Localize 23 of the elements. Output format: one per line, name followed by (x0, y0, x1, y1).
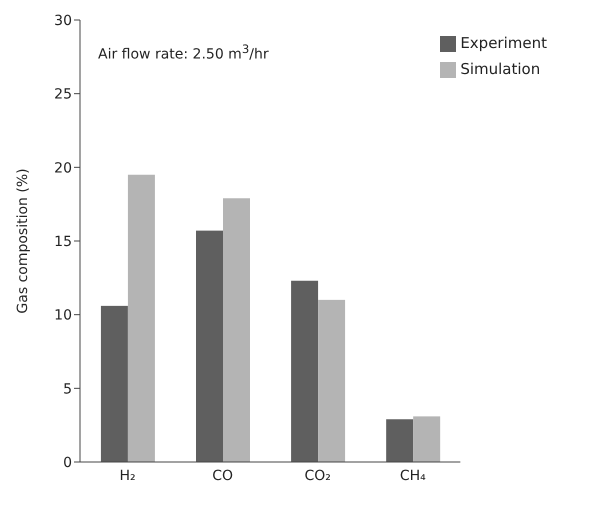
bar (413, 416, 440, 462)
bar (100, 306, 128, 462)
bar (318, 300, 346, 462)
x-tick-label: CH₄ (400, 468, 426, 484)
bar (291, 280, 318, 462)
annotation: Air flow rate: 2.50 m$^{3}$/hr (98, 42, 269, 63)
y-tick-label: 30 (54, 12, 72, 29)
y-tick-label: 10 (54, 308, 72, 324)
y-tick-label: 5 (63, 381, 72, 398)
bar (223, 198, 250, 462)
bar (128, 174, 155, 462)
x-tick-label: CO₂ (304, 468, 331, 484)
x-tick-label: CO (212, 468, 234, 484)
y-tick-label: 0 (63, 454, 72, 471)
bar (386, 419, 414, 462)
legend-label: Simulation (460, 60, 540, 78)
y-tick-label: 20 (54, 160, 72, 176)
legend-label: Experiment (460, 34, 547, 52)
bar (196, 230, 223, 462)
y-tick-label: 25 (54, 86, 72, 103)
y-axis-title: Gas composition (%) (14, 168, 31, 314)
y-tick-label: 15 (54, 234, 72, 250)
x-tick-label: H₂ (119, 468, 136, 484)
